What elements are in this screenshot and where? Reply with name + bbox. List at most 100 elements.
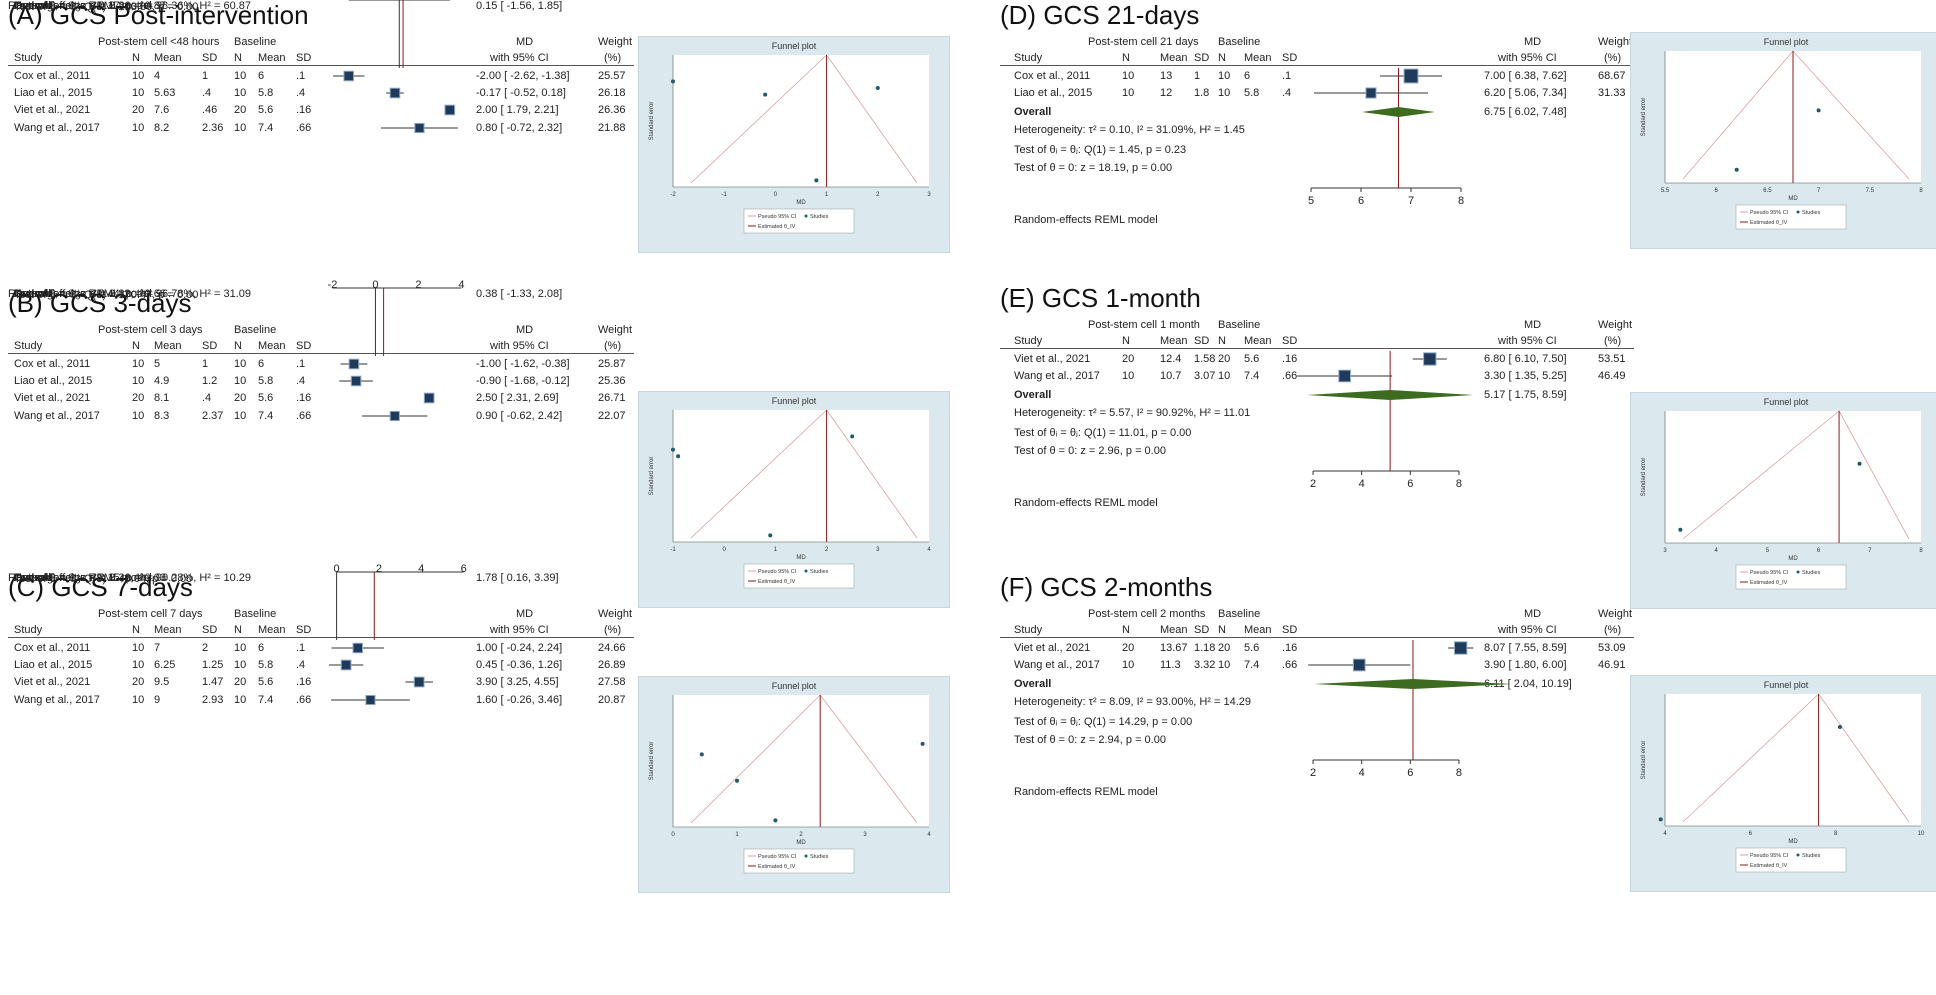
pseudo-ci-right [826, 409, 918, 539]
funnel-x-tick-label: 5.5 [1661, 188, 1670, 194]
funnel-y-label: Standard error [649, 742, 655, 781]
md-header: MD [516, 36, 534, 48]
model-label: Random-effects REML model [8, 572, 152, 584]
forest-plot: 5 6 7 8 [1308, 68, 1464, 207]
pseudo-ci-left [690, 54, 827, 184]
sd1-value: 1.25 [202, 659, 224, 671]
n2-value: 10 [234, 358, 247, 370]
overall-label: Overall [14, 0, 52, 12]
ci-value: -0.17 [ -0.52, 0.18] [476, 87, 566, 99]
ci-value: 0.90 [ -0.62, 2.42] [476, 410, 563, 422]
sd-header: SD [202, 624, 218, 636]
study-name: Cox et al., 2011 [14, 642, 91, 654]
n1-value: 10 [1122, 70, 1135, 82]
baseline-header: Baseline [1218, 36, 1261, 48]
sd2-value: .66 [296, 410, 312, 422]
pseudo-ci-right [826, 54, 918, 184]
x-tick-label: 8 [1456, 478, 1462, 490]
n1-value: 20 [132, 392, 145, 404]
funnel-area [673, 410, 929, 542]
mean2-value: 6 [258, 358, 265, 370]
mean-header: Mean [1244, 624, 1272, 636]
funnel-x-tick-label: 3 [927, 192, 931, 198]
x-tick-label: 0 [372, 279, 378, 291]
md-header: MD [1524, 319, 1542, 331]
mean-header: Mean [258, 340, 286, 352]
legend-theta-label: Estimated θ_IV [1750, 220, 1788, 226]
mean2-value: 6 [1244, 70, 1251, 82]
mean-header: Mean [154, 52, 182, 64]
sd1-value: 1.47 [202, 676, 224, 688]
legend-ci-label: Pseudo 95% CI [758, 569, 797, 575]
study-name: Liao et al., 2015 [14, 87, 93, 99]
pseudo-ci-right [1838, 410, 1910, 540]
heterogeneity-text: Heterogeneity: τ² = 5.57, I² = 90.92%, H… [1014, 407, 1251, 419]
study-square [352, 642, 363, 654]
test-z-text: Test of θ = 0: z = 2.94, p = 0.00 [1014, 734, 1166, 746]
legend-theta-label: Estimated θ_IV [758, 224, 796, 230]
x-tick-label: 2 [1310, 767, 1316, 779]
study-point [814, 178, 819, 183]
ci-value: -2.00 [ -2.62, -1.38] [476, 70, 570, 82]
mean1-value: 9.5 [154, 676, 170, 688]
study-name: Viet et al., 2021 [14, 104, 91, 116]
pseudo-ci-left [1682, 50, 1794, 180]
funnel-x-label: MD [1788, 556, 1798, 562]
funnel-title: Funnel plot [772, 41, 817, 51]
study-square [414, 122, 425, 134]
funnel-x-tick-label: 3 [1663, 548, 1667, 554]
mean2-value: 7.4 [258, 122, 274, 134]
pseudo-ci-right [1792, 50, 1910, 180]
ci-header: with 95% CI [490, 340, 549, 352]
study-name: Cox et al., 2011 [14, 358, 91, 370]
funnel-plot: Funnel plot -2 -1 0 1 2 3 MD Standard error Pseud… [649, 41, 931, 234]
funnel-x-tick-label: 0 [774, 192, 778, 198]
mean1-value: 7.6 [154, 104, 170, 116]
ci-value: 8.07 [ 7.55, 8.59] [1484, 642, 1567, 654]
funnel-x-tick-label: 7.5 [1866, 188, 1875, 194]
ci-value: 1.00 [ -0.24, 2.24] [476, 642, 563, 654]
baseline-header: Baseline [1218, 608, 1261, 620]
mean2-value: 5.6 [258, 104, 274, 116]
funnel-plot-panel: Funnel plot 0 1 2 3 4 MD Standard error Pseudo 9… [638, 676, 950, 893]
study-point [763, 92, 768, 97]
model-label: Random-effects REML model [8, 288, 152, 300]
ci-header: with 95% CI [490, 624, 549, 636]
model-label: Random-effects REML model [8, 0, 152, 12]
weight-unit: (%) [604, 624, 622, 636]
test-z-text: Test of θ = 0: z = 0.17, p = 0.87 [14, 0, 166, 12]
weight-value: 68.67 [1598, 70, 1626, 82]
funnel-x-tick-label: -1 [722, 192, 728, 198]
sd1-value: 1.8 [1194, 87, 1210, 99]
mean-header: Mean [154, 340, 182, 352]
n2-value: 20 [1218, 353, 1231, 365]
sd1-value: 1 [202, 70, 209, 82]
funnel-legend [743, 208, 855, 234]
legend-studies-key [804, 214, 808, 218]
overall-diamond [1314, 679, 1513, 689]
funnel-x-tick-label: 7 [1817, 188, 1821, 194]
legend-ci-label: Pseudo 95% CI [1750, 570, 1789, 576]
weight-header: Weight [1598, 319, 1633, 331]
n2-value: 10 [1218, 87, 1231, 99]
study-name: Liao et al., 2015 [14, 659, 93, 671]
ci-header: with 95% CI [1498, 335, 1557, 347]
funnel-x-label: MD [796, 840, 806, 846]
legend-studies-label: Studies [810, 569, 829, 575]
study-square [340, 659, 352, 671]
legend-studies-label: Studies [1802, 210, 1821, 216]
funnel-x-tick-label: 8 [1834, 831, 1838, 837]
mean-header: Mean [258, 52, 286, 64]
study-point [850, 434, 855, 439]
funnel-title: Funnel plot [1764, 397, 1809, 407]
sd-header: SD [296, 624, 312, 636]
heterogeneity-text: Heterogeneity: τ² = 0.10, I² = 31.09%, H… [1014, 124, 1245, 136]
test-q-text: Test of θᵢ = θⱼ: Q(3) = 170.47, p = 0.00 [14, 289, 199, 301]
funnel-x-tick-label: 0 [723, 547, 727, 553]
sd2-value: .4 [296, 375, 306, 387]
forest-panel: (D) GCS 21-days Post-stem cell 21 days Bas… [1000, 0, 1936, 290]
mean-header: Mean [1160, 52, 1188, 64]
mean2-value: 6 [258, 642, 265, 654]
legend-theta-label: Estimated θ_IV [1750, 863, 1788, 869]
mean-header: Mean [154, 624, 182, 636]
